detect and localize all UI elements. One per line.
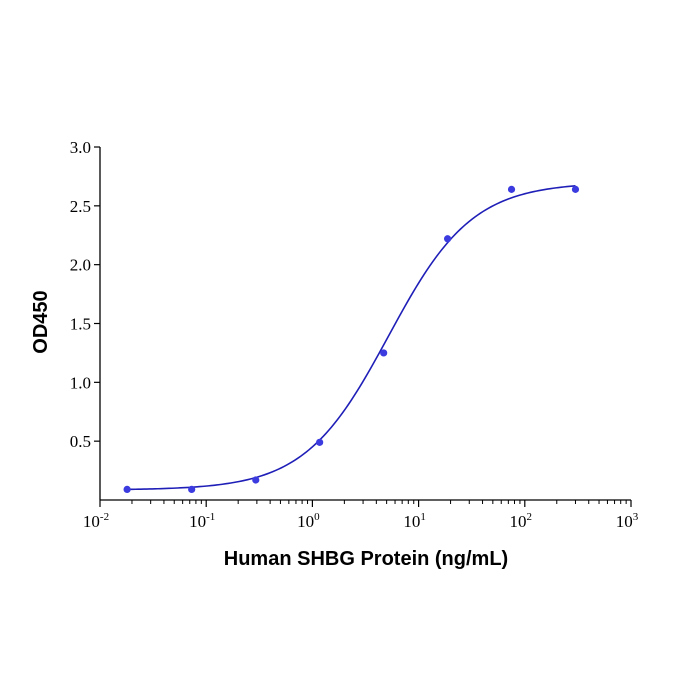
y-tick-label: 1.5: [70, 315, 91, 334]
x-tick-base: 10: [510, 512, 527, 531]
data-point: [380, 349, 388, 357]
x-tick-exponent: -1: [206, 511, 215, 523]
x-axis-title: Human SHBG Protein (ng/mL): [224, 548, 508, 570]
x-tick-exponent: 1: [420, 511, 426, 523]
y-tick-label: 3.0: [70, 138, 91, 157]
data-point: [571, 185, 580, 193]
y-tick-label: 1.0: [70, 373, 91, 392]
x-tick-label: 101: [403, 511, 426, 531]
x-tick-label: 103: [616, 511, 639, 531]
plot-area: 0.51.01.52.02.53.010-2 10-1 100 101 102 103: [70, 138, 639, 531]
y-tick-label: 2.5: [70, 197, 91, 216]
x-tick-base: 10: [83, 512, 100, 531]
x-tick-base: 10: [189, 512, 206, 531]
data-point: [123, 485, 131, 494]
y-axis-title: OD450: [30, 290, 52, 353]
y-tick-label: 2.0: [70, 256, 91, 275]
x-tick-label: 100: [297, 511, 320, 531]
x-tick-label: 102: [510, 511, 533, 531]
fit-curve: [127, 185, 576, 491]
x-tick-label: 10-2: [83, 511, 109, 531]
x-tick-exponent: -2: [100, 511, 109, 523]
x-tick-exponent: 3: [633, 511, 639, 523]
x-tick-exponent: 0: [314, 511, 320, 523]
x-tick-base: 10: [403, 512, 420, 531]
data-point: [188, 485, 196, 494]
data-point: [252, 476, 260, 484]
x-tick-exponent: 2: [527, 511, 533, 523]
x-tick-label: 10-1: [189, 511, 215, 531]
x-tick-base: 10: [297, 512, 314, 531]
x-tick-base: 10: [616, 512, 633, 531]
data-point: [507, 185, 516, 193]
data-point: [443, 235, 452, 243]
y-tick-label: 0.5: [70, 432, 91, 451]
data-point: [316, 438, 324, 446]
